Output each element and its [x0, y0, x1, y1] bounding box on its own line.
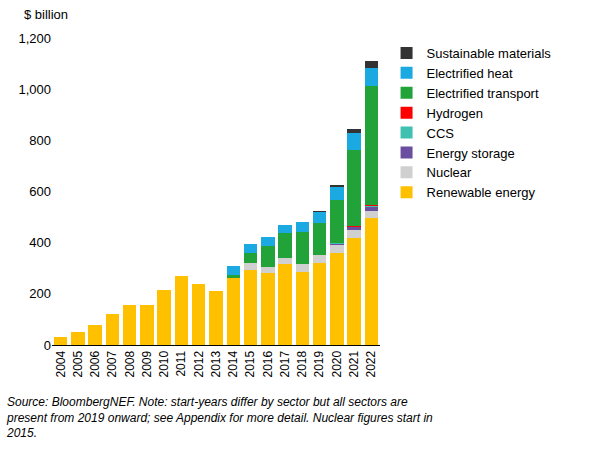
svg-text:2020: 2020	[330, 350, 344, 377]
svg-text:800: 800	[29, 133, 51, 148]
svg-text:1,000: 1,000	[18, 82, 51, 97]
svg-text:Energy storage: Energy storage	[427, 146, 515, 161]
svg-text:2022: 2022	[364, 350, 378, 377]
svg-text:200: 200	[29, 286, 51, 301]
svg-text:1,200: 1,200	[18, 31, 51, 46]
svg-text:Nuclear: Nuclear	[427, 165, 472, 180]
svg-text:2016: 2016	[261, 350, 275, 377]
svg-text:Electrified heat: Electrified heat	[427, 66, 513, 81]
svg-text:2004: 2004	[54, 350, 68, 377]
svg-text:2013: 2013	[209, 350, 223, 377]
svg-text:2008: 2008	[123, 350, 137, 377]
svg-text:2009: 2009	[140, 350, 154, 377]
svg-text:2007: 2007	[105, 350, 119, 377]
svg-text:2005: 2005	[71, 350, 85, 377]
svg-text:2012: 2012	[192, 350, 206, 377]
svg-text:2017: 2017	[278, 350, 292, 377]
svg-text:Hydrogen: Hydrogen	[427, 106, 483, 121]
svg-text:Electrified transport: Electrified transport	[427, 86, 539, 101]
svg-text:2014: 2014	[226, 350, 240, 377]
svg-text:2006: 2006	[88, 350, 102, 377]
svg-text:Sustainable materials: Sustainable materials	[427, 46, 552, 61]
svg-text:2015: 2015	[243, 350, 257, 377]
svg-text:2021: 2021	[347, 350, 361, 377]
svg-text:Renewable energy: Renewable energy	[427, 185, 536, 200]
svg-text:2011: 2011	[174, 350, 188, 376]
svg-text:2018: 2018	[295, 350, 309, 377]
svg-text:$ billion: $ billion	[24, 7, 68, 22]
svg-text:CCS: CCS	[427, 126, 455, 141]
svg-text:600: 600	[29, 184, 51, 199]
svg-text:Source: BloombergNEF. Note: st: Source: BloombergNEF. Note: start-years …	[6, 395, 433, 440]
svg-text:400: 400	[29, 235, 51, 250]
svg-text:2019: 2019	[312, 350, 326, 377]
svg-text:0: 0	[44, 338, 51, 353]
svg-text:2010: 2010	[157, 350, 171, 377]
